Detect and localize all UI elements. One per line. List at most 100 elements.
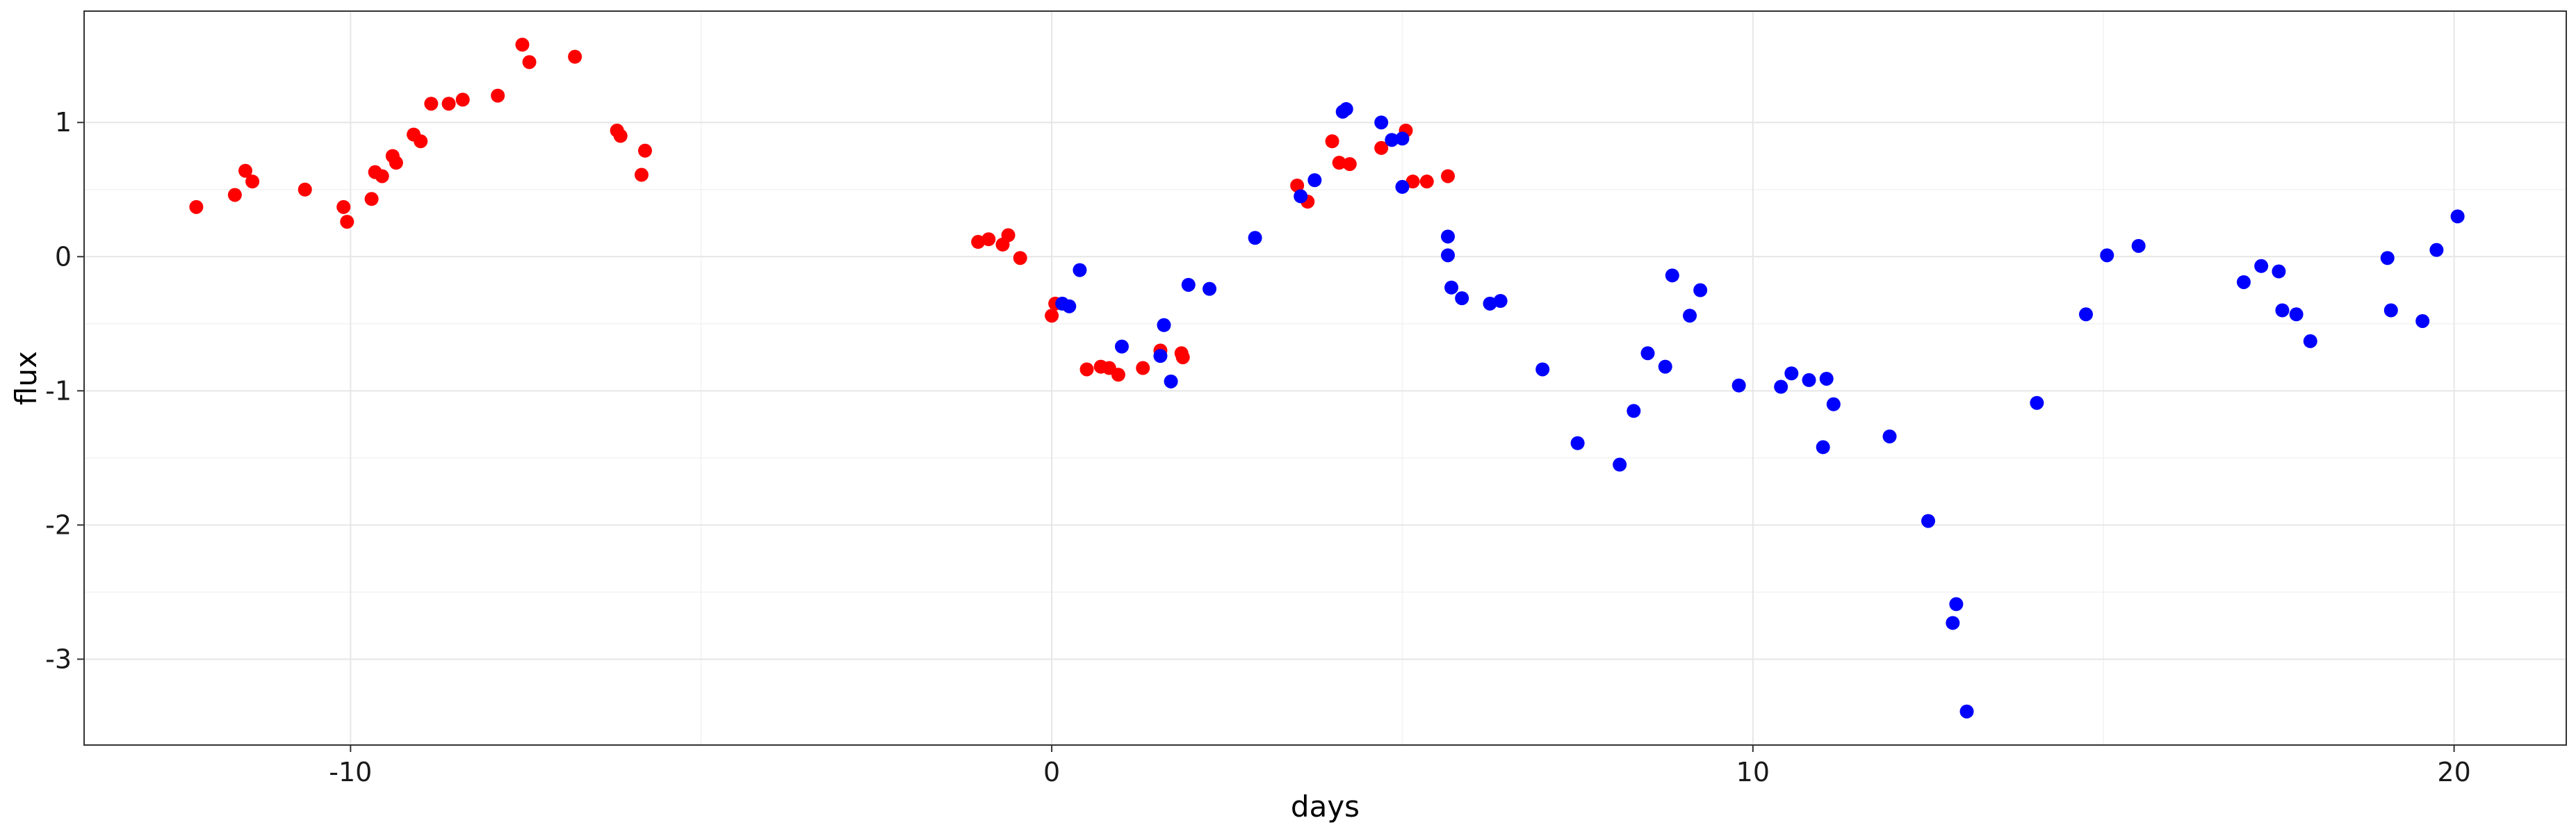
data-point [1816, 440, 1830, 455]
data-point [1613, 457, 1627, 472]
data-point [2380, 251, 2395, 265]
data-point [1535, 362, 1550, 377]
data-point [2254, 259, 2269, 273]
data-points [189, 38, 2465, 719]
data-point [1441, 248, 1456, 263]
data-point [1946, 616, 1960, 630]
data-point [491, 88, 505, 103]
data-point [375, 169, 389, 183]
x-tick-label: -10 [329, 757, 372, 787]
data-point [389, 156, 403, 170]
data-point [1332, 156, 1346, 170]
data-point [1175, 350, 1190, 365]
data-point [424, 97, 439, 111]
data-point [2079, 307, 2094, 322]
data-point [2289, 307, 2304, 322]
data-point [1693, 283, 1708, 297]
data-point [1395, 179, 1410, 194]
x-tick-label: 10 [1736, 757, 1770, 787]
data-point [2303, 334, 2317, 348]
data-point [1062, 299, 1077, 313]
data-point [1802, 373, 1816, 387]
data-point [2272, 264, 2286, 279]
data-point [1374, 115, 1389, 130]
data-point [2131, 238, 2146, 253]
data-point [1045, 309, 1059, 323]
data-point [971, 235, 986, 250]
data-point [2383, 303, 2398, 318]
data-point [340, 215, 354, 229]
data-point [1339, 101, 1353, 116]
data-point [634, 167, 649, 182]
data-point [1111, 368, 1125, 382]
data-point [1325, 134, 1339, 149]
data-point [1395, 131, 1410, 146]
data-point [1683, 309, 1697, 323]
data-point [1658, 359, 1672, 374]
data-point [1949, 597, 1964, 612]
data-point [638, 143, 653, 158]
data-point [1570, 436, 1585, 450]
data-point [1290, 178, 1305, 193]
data-point [2429, 243, 2444, 257]
data-point [1001, 228, 1016, 243]
data-point [1157, 318, 1171, 332]
y-tick-label: -1 [45, 375, 72, 406]
data-point [1405, 174, 1420, 189]
x-axis: -10 0 10 20 [329, 745, 2471, 787]
data-point [1307, 173, 1322, 188]
data-point [1441, 169, 1456, 183]
data-point [1374, 140, 1389, 155]
data-point [2100, 248, 2114, 263]
data-point [1114, 339, 1129, 354]
y-tick-label: -3 [45, 644, 72, 674]
y-axis: -3 -2 -1 0 1 [45, 107, 84, 674]
data-point [1441, 229, 1456, 244]
data-point [455, 92, 470, 107]
data-point [1136, 361, 1150, 375]
data-point [336, 199, 351, 214]
x-tick-label: 0 [1043, 757, 1060, 787]
data-point [1493, 293, 1508, 308]
data-point [1419, 174, 1434, 189]
gridlines [84, 11, 2566, 745]
data-point [1627, 404, 1641, 418]
data-point [1784, 366, 1799, 381]
data-point [1079, 362, 1094, 377]
x-axis-title: days [1291, 790, 1360, 824]
y-tick-label: -2 [45, 509, 72, 540]
plot-panel-border [83, 10, 2567, 746]
data-point [1921, 514, 1936, 528]
y-tick-label: 0 [55, 241, 72, 272]
data-point [297, 182, 312, 197]
data-point [1013, 251, 1027, 265]
data-point [2030, 395, 2044, 410]
data-point [1073, 263, 1087, 277]
data-point [189, 199, 204, 214]
data-point [1483, 296, 1497, 311]
data-point [364, 192, 379, 206]
data-point [1640, 346, 1655, 361]
data-point [1959, 704, 1974, 719]
data-point [1455, 291, 1469, 306]
data-point [613, 129, 628, 143]
data-point [2275, 303, 2290, 318]
data-point [1164, 374, 1178, 389]
data-point [1731, 378, 1746, 393]
data-point [245, 174, 260, 189]
data-point [441, 97, 456, 111]
data-point [1181, 277, 1196, 292]
data-point [2236, 275, 2251, 289]
data-point [414, 134, 428, 149]
data-point [1385, 133, 1399, 147]
data-point [238, 163, 253, 178]
data-point [1248, 231, 1262, 245]
data-point [981, 232, 996, 247]
data-point [1826, 397, 1841, 411]
data-point [1342, 157, 1357, 172]
y-axis-title: flux [9, 351, 43, 405]
data-point [522, 55, 537, 70]
y-tick-label: 1 [55, 107, 72, 138]
